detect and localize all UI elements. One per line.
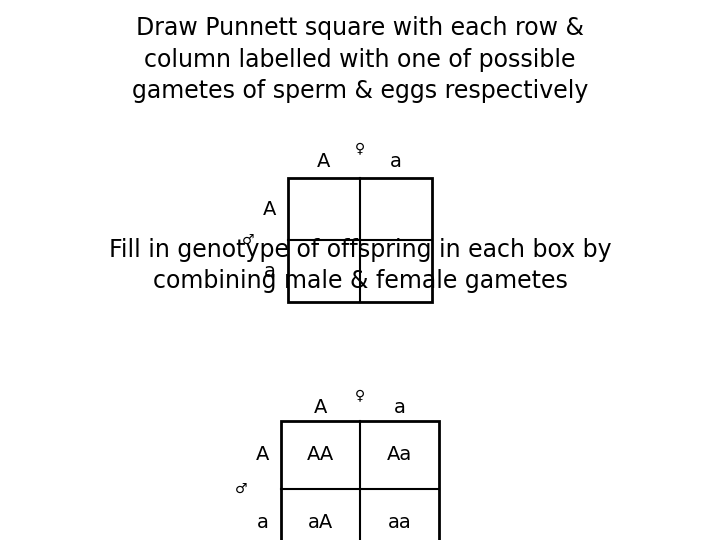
Text: AA: AA	[307, 446, 334, 464]
Text: Aa: Aa	[387, 446, 413, 464]
Text: ♂: ♂	[242, 233, 255, 247]
Text: Draw Punnett square with each row &
column labelled with one of possible
gametes: Draw Punnett square with each row & colu…	[132, 16, 588, 103]
Text: aa: aa	[388, 513, 411, 532]
Text: A: A	[256, 446, 269, 464]
Text: a: a	[264, 262, 276, 281]
Text: ♂: ♂	[235, 482, 248, 496]
Bar	[288, 178, 432, 302]
Text: A: A	[318, 152, 330, 172]
Text: ♀: ♀	[355, 388, 365, 402]
Text: a: a	[394, 398, 405, 417]
Text: ♀: ♀	[355, 141, 365, 156]
Text: Fill in genotype of offspring in each box by
combining male & female gametes: Fill in genotype of offspring in each bo…	[109, 238, 611, 293]
Text: A: A	[264, 200, 276, 219]
Text: aA: aA	[307, 513, 333, 532]
Text: A: A	[314, 398, 327, 417]
Bar	[281, 421, 439, 540]
Text: a: a	[390, 152, 402, 172]
Text: a: a	[257, 513, 269, 532]
